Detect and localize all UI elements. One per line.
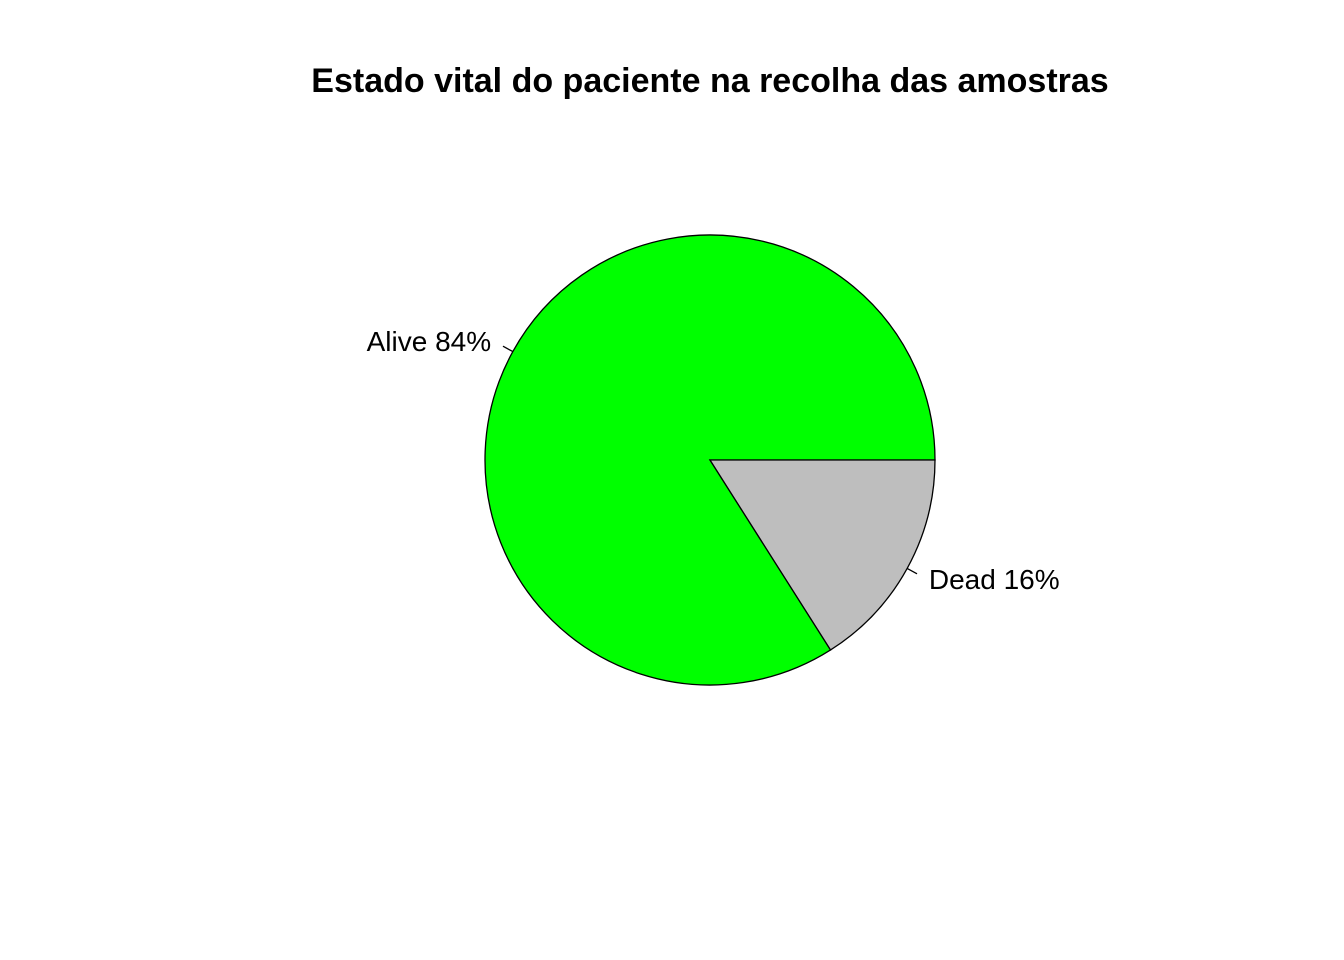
chart-title: Estado vital do paciente na recolha das … bbox=[311, 62, 1108, 100]
leader-line-alive bbox=[502, 345, 514, 353]
leader-line-dead bbox=[906, 567, 918, 575]
slice-labels: Alive 84% Dead 16% bbox=[367, 326, 1060, 595]
pie-slice-dead bbox=[708, 459, 936, 651]
slice-label-dead: Dead 16% bbox=[929, 564, 1060, 595]
leader-lines bbox=[502, 345, 918, 575]
slice-label-alive: Alive 84% bbox=[367, 326, 492, 357]
pie-slices bbox=[484, 234, 936, 686]
